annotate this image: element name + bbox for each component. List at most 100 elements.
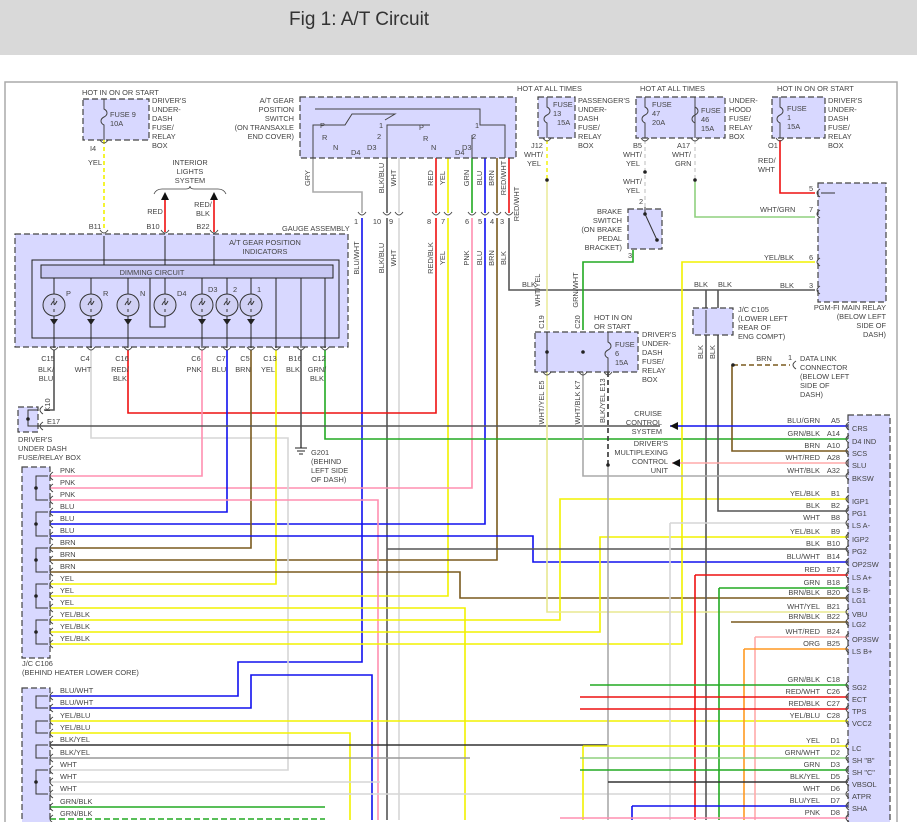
ecm-wire-label: WHT: [803, 513, 820, 522]
connector-icon: [845, 692, 850, 702]
ecm-pin-name: ATPR: [852, 792, 871, 801]
jc-internal: [35, 744, 48, 759]
splice-dot-icon: [643, 212, 647, 216]
label-switch-positions_right-6: 2: [472, 132, 476, 141]
label-dlc-label-0: DATA LINK: [800, 354, 837, 363]
ecm-wire-label: BRN: [804, 441, 820, 450]
ecm-wire-label: WHT/BLK: [787, 466, 820, 475]
connector-icon: [845, 544, 850, 554]
label-jc105-label-3: ENG COMPT): [738, 332, 785, 341]
ecm-wire-label: YEL/BLK: [790, 527, 820, 536]
ecm-wire-label: BLU/WHT: [787, 552, 821, 561]
label-switch-label-2: SWITCH: [265, 114, 294, 123]
label-relay-pins-1: 7: [809, 205, 813, 214]
label-dlc-label-4: DASH): [800, 390, 823, 399]
figure-header: Fig 1: A/T Circuit: [0, 0, 917, 55]
connector-icon: [49, 471, 54, 481]
label-fuse47-f47-2: 20A: [652, 118, 665, 127]
label-switch-wires_bottom-7: BRN: [487, 250, 496, 266]
label-fuse1-wire-0: RED/: [758, 156, 777, 165]
ecm-pin-name: OP3SW: [852, 635, 879, 644]
label-mcu-label-0: DRIVER'S: [634, 439, 668, 448]
ecm-pin-name: SLU: [852, 461, 866, 470]
label-fuse47-wire_a17-0: WHT/: [672, 150, 692, 159]
wire-blk-b2: [717, 335, 848, 512]
label-dlc-pin: 1: [788, 353, 792, 362]
connector-icon: [39, 405, 44, 415]
bulb-icon: [190, 293, 214, 317]
label-relay-wires-0: WHT/GRN: [760, 205, 795, 214]
ecm-wire-label: WHT: [803, 784, 820, 793]
jc106-row-label: YEL: [60, 574, 74, 583]
splice-dot-icon: [34, 522, 38, 526]
ecm-pin-id: A32: [827, 466, 840, 475]
label-fuse6-wires_out-1: WHT/BLK: [573, 392, 582, 425]
wire-brn-switch: [50, 218, 498, 561]
filament-icon: [50, 298, 58, 312]
label-fuse1-box-4: RELAY: [828, 132, 852, 141]
label-fuse47-hot: HOT AT ALL TIMES: [640, 84, 705, 93]
label-switch-wires_top-7: BRN: [487, 170, 496, 186]
ecm-pin-name: IGP1: [852, 497, 869, 506]
label-cruise-label-0: CRUISE: [634, 409, 662, 418]
wire-grn-blk-c12: [324, 350, 848, 440]
connector-icon: [49, 507, 54, 517]
label-fuse1-box-2: DASH: [828, 114, 849, 123]
label-jc106-label-0: J/C C106: [22, 659, 53, 668]
label-fuse9-box-0: DRIVER'S: [152, 96, 186, 105]
connector-icon: [845, 434, 850, 444]
ecm-pin-name: LS B+: [852, 647, 872, 656]
label-switch-wires_top-8: RED/WHT: [499, 160, 508, 195]
jc106-row-label: YEL: [60, 586, 74, 595]
ecm-pin-id: B21: [827, 602, 840, 611]
fuse-icon: [543, 97, 551, 138]
splice-dot-icon: [731, 363, 735, 367]
connector-icon: [816, 285, 821, 295]
ecm-wire-label: ORG: [803, 639, 820, 648]
label-fuse6-pins_out-2: E13: [598, 378, 607, 391]
ecm-pin-name: VBSOL: [852, 780, 877, 789]
jc106-row-label: YEL/BLK: [60, 622, 90, 631]
ecm-wire-label: BLU/YEL: [790, 796, 820, 805]
wire-internal: [149, 278, 166, 328]
label-relay-wires-1: YEL/BLK: [764, 253, 794, 262]
diode-icon: [223, 319, 231, 325]
connector-icon: [845, 741, 850, 751]
arrow-up-icon: [210, 192, 218, 200]
ecm-pin-id: B22: [827, 612, 840, 621]
label-relay-label-1: (BELOW LEFT: [837, 312, 887, 321]
label-fuse13-box-2: DASH: [578, 114, 599, 123]
connector-icon: [775, 137, 785, 142]
jc-lower-row-label: WHT: [60, 772, 77, 781]
label-gauge-wires-2-1: BLK: [113, 374, 127, 383]
label-fuse6-box-5: BOX: [642, 375, 658, 384]
label-brake-wire_in-1: YEL: [626, 186, 640, 195]
label-fuse9-box-2: DASH: [152, 114, 173, 123]
label-fuse6-box-0: DRIVER'S: [642, 330, 676, 339]
ecm-pin-id: B18: [827, 578, 840, 587]
ecm-wire-label: WHT/RED: [786, 627, 821, 636]
connector-icon: [49, 728, 54, 738]
splice-dot-icon: [34, 486, 38, 490]
connector-icon: [49, 639, 54, 649]
arrow-up-icon: [161, 192, 169, 200]
connector-icon: [209, 229, 219, 234]
jc106-row-label: BLU: [60, 514, 74, 523]
connector-icon: [86, 346, 96, 351]
switch-contact: [386, 124, 430, 158]
label-switch-positions_right-1: R: [423, 134, 428, 143]
ecm-pin-name: CRS: [852, 424, 868, 433]
label-fuse13-box-5: BOX: [578, 141, 594, 150]
jc-lower-row-label: BLU/WHT: [60, 686, 94, 695]
ecm-pin-id: D2: [831, 748, 840, 757]
jc106-row-label: BLU: [60, 502, 74, 511]
ecm-pin-name: PG1: [852, 509, 867, 518]
connector-icon: [845, 680, 850, 690]
label-fuse9-name: FUSE 9: [110, 110, 136, 119]
connector-icon: [845, 765, 850, 775]
connector-icon: [816, 188, 821, 198]
label-switch-wires_bottom-8: BLK: [499, 251, 508, 265]
ecm-wire-label: YEL: [806, 736, 820, 745]
label-gauge-wires-6-0: YEL: [261, 365, 275, 374]
label-dash_box-pins-1: E17: [47, 417, 60, 426]
